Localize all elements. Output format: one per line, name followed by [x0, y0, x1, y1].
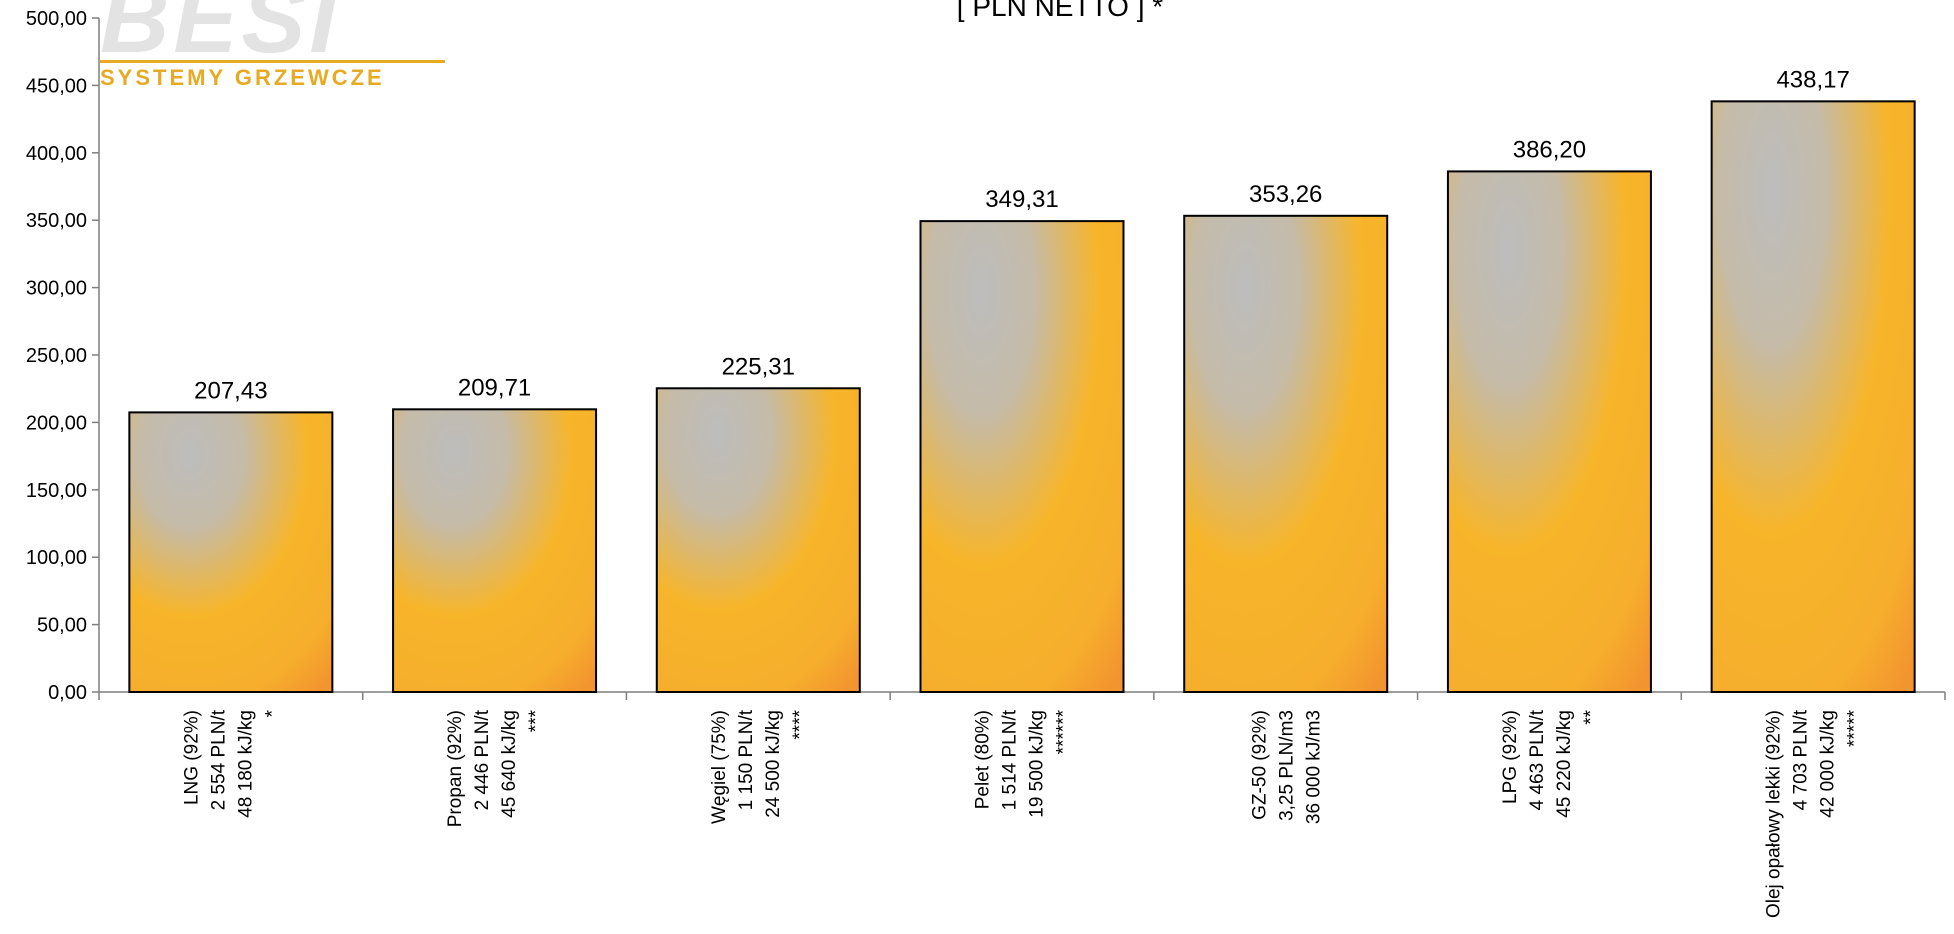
y-tick-label: 100,00 — [26, 547, 87, 569]
bar — [1446, 170, 1652, 693]
category-label-line: ** — [1581, 709, 1602, 724]
bar — [1710, 100, 1916, 693]
category-labels: LNG (92%) 2 554 PLN/t 48 180 kJ/kg * Propan … — [181, 709, 1865, 918]
data-label: 209,71 — [458, 374, 531, 401]
logo-underline — [100, 60, 445, 63]
category-label: Propan (92%) 2 446 PLN/t 45 640 kJ/kg *** — [445, 709, 547, 827]
category-label-line: 36 000 kJ/m3 — [1304, 710, 1325, 824]
category-label-line: Pelet (80%) — [973, 710, 994, 809]
data-label: 225,31 — [722, 353, 795, 380]
category-label-line: 4 703 PLN/t — [1791, 709, 1812, 810]
category-label-line: 1 514 PLN/t — [1000, 709, 1021, 810]
category-label: LPG (92%) 4 463 PLN/t 45 220 kJ/kg ** — [1500, 709, 1602, 817]
category-label-line: 4 463 PLN/t — [1527, 709, 1548, 810]
logo: BESI SYSTEMY GRZEWCZE — [100, 0, 445, 90]
category-label-line: Propan (92%) — [445, 710, 466, 827]
category-label: GZ-50 (92%) 3,25 PLN/m3 36 000 kJ/m3 — [1250, 710, 1325, 824]
bar — [1183, 214, 1389, 694]
data-label: 353,26 — [1249, 181, 1322, 208]
category-label-line: **** — [790, 709, 811, 739]
y-axis: 0,00 50,00 100,00 150,00 200,00 250,00 300,00 3… — [26, 8, 100, 704]
category-label: Pelet (80%) 1 514 PLN/t 19 500 kJ/kg ****** — [973, 709, 1075, 817]
category-label-line: 42 000 kJ/kg — [1818, 710, 1839, 818]
y-tick-label: 300,00 — [26, 278, 87, 300]
bars — [128, 100, 1916, 694]
y-tick-label: 50,00 — [37, 615, 87, 637]
category-label: LNG (92%) 2 554 PLN/t 48 180 kJ/kg * — [181, 709, 283, 817]
category-label-line: 48 180 kJ/kg — [235, 710, 256, 818]
category-label-line: 3,25 PLN/m3 — [1277, 710, 1298, 821]
category-label-line: 45 220 kJ/kg — [1554, 710, 1575, 818]
value-labels: 207,43 209,71 225,31 349,31 353,26 386,20 438,… — [194, 66, 1850, 404]
category-label-line: *** — [526, 709, 547, 732]
bar — [392, 408, 598, 693]
category-label: Węgiel (75%) 1 150 PLN/t 24 500 kJ/kg **** — [709, 709, 811, 824]
category-label-line: LNG (92%) — [181, 710, 202, 805]
data-label: 207,43 — [194, 377, 267, 404]
category-label-line: ***** — [1845, 709, 1866, 747]
y-tick-label: 200,00 — [26, 412, 87, 434]
category-label: Olej opałowy lekki (92%) 4 703 PLN/t 42 00… — [1764, 709, 1866, 918]
category-label-line: Olej opałowy lekki (92%) — [1764, 710, 1785, 918]
category-label-line: 19 500 kJ/kg — [1027, 710, 1048, 818]
category-label-line: ****** — [1054, 709, 1075, 754]
y-tick-label: 250,00 — [26, 345, 87, 367]
category-label-line: 45 640 kJ/kg — [499, 710, 520, 818]
bar — [919, 220, 1125, 693]
y-tick-label: 150,00 — [26, 480, 87, 502]
x-axis — [98, 691, 1946, 700]
bar — [655, 387, 861, 693]
y-tick-label: 0,00 — [48, 682, 87, 704]
logo-tagline: SYSTEMY GRZEWCZE — [100, 65, 385, 90]
category-label-line: 2 446 PLN/t — [472, 709, 493, 810]
y-tick-label: 350,00 — [26, 210, 87, 232]
data-label: 386,20 — [1513, 136, 1586, 163]
y-tick-label: 450,00 — [26, 75, 87, 97]
y-tick-label: 500,00 — [26, 8, 87, 30]
category-label-line: GZ-50 (92%) — [1250, 710, 1271, 820]
category-label-line: 1 150 PLN/t — [736, 709, 757, 810]
category-label-line: * — [262, 709, 283, 717]
chart-title: [ PLN NETTO ] * — [957, 0, 1164, 22]
data-label: 438,17 — [1776, 66, 1849, 93]
category-label-line: 2 554 PLN/t — [208, 709, 229, 810]
y-tick-label: 400,00 — [26, 143, 87, 165]
category-label-line: Węgiel (75%) — [709, 710, 730, 824]
category-label-line: 24 500 kJ/kg — [763, 710, 784, 818]
data-label: 349,31 — [985, 186, 1058, 213]
bar — [128, 411, 334, 693]
category-label-line: LPG (92%) — [1500, 710, 1521, 804]
